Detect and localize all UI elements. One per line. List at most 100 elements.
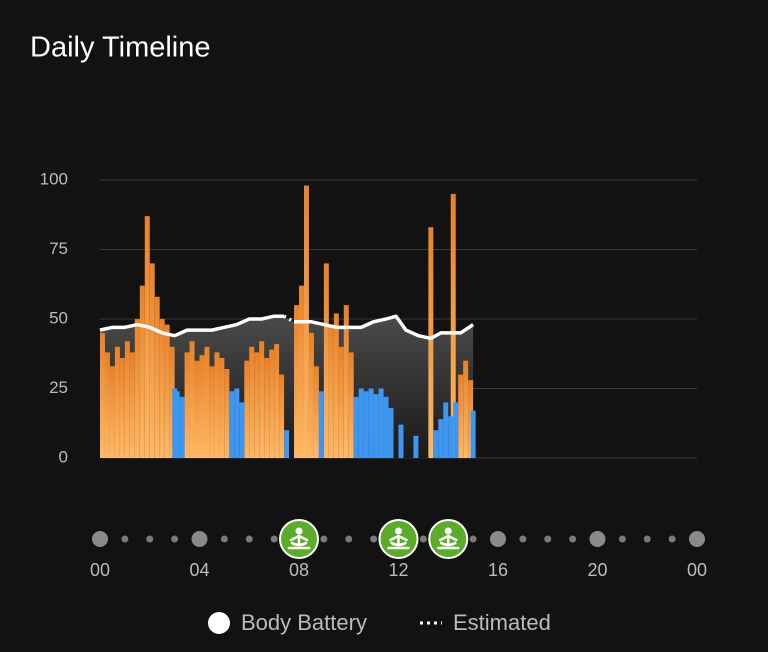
stress-bar	[323, 263, 329, 458]
stress-bar	[269, 349, 275, 458]
activity-glyph	[287, 534, 311, 550]
stress-bar	[159, 319, 165, 458]
hour-dot	[345, 535, 353, 543]
rest-bar	[174, 391, 180, 458]
stress-bar	[149, 263, 155, 458]
hour-dot	[569, 535, 577, 543]
rest-bar	[433, 430, 439, 458]
stress-bar	[139, 285, 145, 458]
rest-bar	[383, 396, 389, 458]
rest-bar	[358, 388, 364, 458]
hour-dot	[270, 535, 278, 543]
y-tick-label: 25	[49, 378, 68, 397]
hour-dot	[419, 535, 427, 543]
rest-bar	[179, 396, 185, 458]
activity-glyph	[387, 534, 410, 550]
hour-dot	[146, 535, 154, 543]
stress-bar	[264, 357, 270, 458]
legend-swatch	[208, 612, 230, 634]
stress-bar	[224, 369, 230, 458]
x-tick-label: 00	[687, 560, 707, 580]
stress-bar	[109, 366, 115, 458]
rest-bar	[353, 396, 359, 458]
y-tick-label: 75	[49, 239, 68, 258]
hour-dot	[171, 535, 179, 543]
activity-glyph	[395, 527, 402, 535]
stress-bar	[134, 319, 140, 458]
rest-bar	[388, 407, 394, 458]
stress-bar	[313, 366, 319, 458]
stress-bar	[343, 305, 349, 458]
stress-bar	[458, 374, 464, 458]
stress-bar	[164, 324, 170, 458]
rest-bar	[413, 435, 419, 458]
y-tick-label: 50	[49, 308, 68, 327]
stress-bar	[259, 341, 265, 458]
y-tick-label: 0	[59, 447, 68, 466]
stress-bar	[299, 285, 304, 458]
x-tick-label: 12	[388, 560, 408, 580]
activity-icon	[279, 519, 319, 559]
rest-bar	[373, 394, 379, 458]
stress-bar	[244, 360, 250, 458]
rest-bar	[229, 391, 235, 458]
stress-bar	[338, 346, 344, 458]
stress-bar	[100, 332, 105, 458]
hour-dot	[490, 531, 506, 547]
hour-dot	[370, 535, 378, 543]
stress-bar	[214, 352, 220, 458]
stress-bar	[450, 193, 456, 458]
hour-dot	[544, 535, 552, 543]
hour-dot	[643, 535, 651, 543]
battery-line	[99, 314, 475, 341]
legend-label: Estimated	[453, 610, 551, 635]
stress-bar	[428, 227, 434, 458]
rest-bar	[438, 419, 444, 458]
hour-dot	[469, 535, 477, 543]
stress-bar	[204, 346, 210, 458]
stress-bar	[144, 216, 150, 458]
stress-bar	[124, 341, 130, 458]
stress-bar	[154, 296, 160, 458]
hour-dot	[245, 535, 253, 543]
x-tick-label: 16	[488, 560, 508, 580]
stress-bar	[114, 346, 120, 458]
activity-icon	[378, 519, 419, 559]
hour-dot	[668, 535, 676, 543]
hour-dot	[92, 531, 108, 547]
hour-dot	[320, 535, 328, 543]
estimated-line	[283, 314, 295, 324]
hour-dot	[519, 535, 527, 543]
rest-bar	[363, 391, 369, 458]
activity-glyph	[295, 527, 303, 535]
activity-glyph	[444, 527, 452, 535]
stress-bar	[219, 357, 225, 458]
rest-bar	[448, 416, 454, 458]
hour-dot	[689, 531, 705, 547]
stress-bar	[254, 352, 260, 458]
stress-bar	[279, 374, 285, 458]
legend-label: Body Battery	[241, 610, 367, 635]
x-tick-label: 08	[289, 560, 309, 580]
rest-bar	[239, 402, 245, 458]
legend: Body Battery Estimated	[208, 610, 551, 635]
hour-dot	[589, 531, 606, 547]
stress-bar	[294, 305, 299, 458]
stress-bar	[194, 360, 200, 458]
rest-bar	[284, 430, 290, 458]
hour-dot	[618, 535, 626, 543]
hour-dot	[220, 535, 228, 543]
rest-bar	[378, 388, 384, 458]
rest-bar	[443, 402, 449, 458]
hour-dot	[191, 531, 208, 547]
stress-bar	[104, 352, 110, 458]
chart-title: Daily Timeline	[30, 32, 211, 64]
stress-bar	[308, 332, 314, 458]
stress-bar	[463, 360, 469, 458]
rest-bar	[234, 388, 240, 458]
rest-bar	[470, 410, 476, 458]
stress-bar	[328, 324, 334, 458]
activity-icon	[428, 519, 469, 559]
rest-bar	[453, 402, 459, 458]
